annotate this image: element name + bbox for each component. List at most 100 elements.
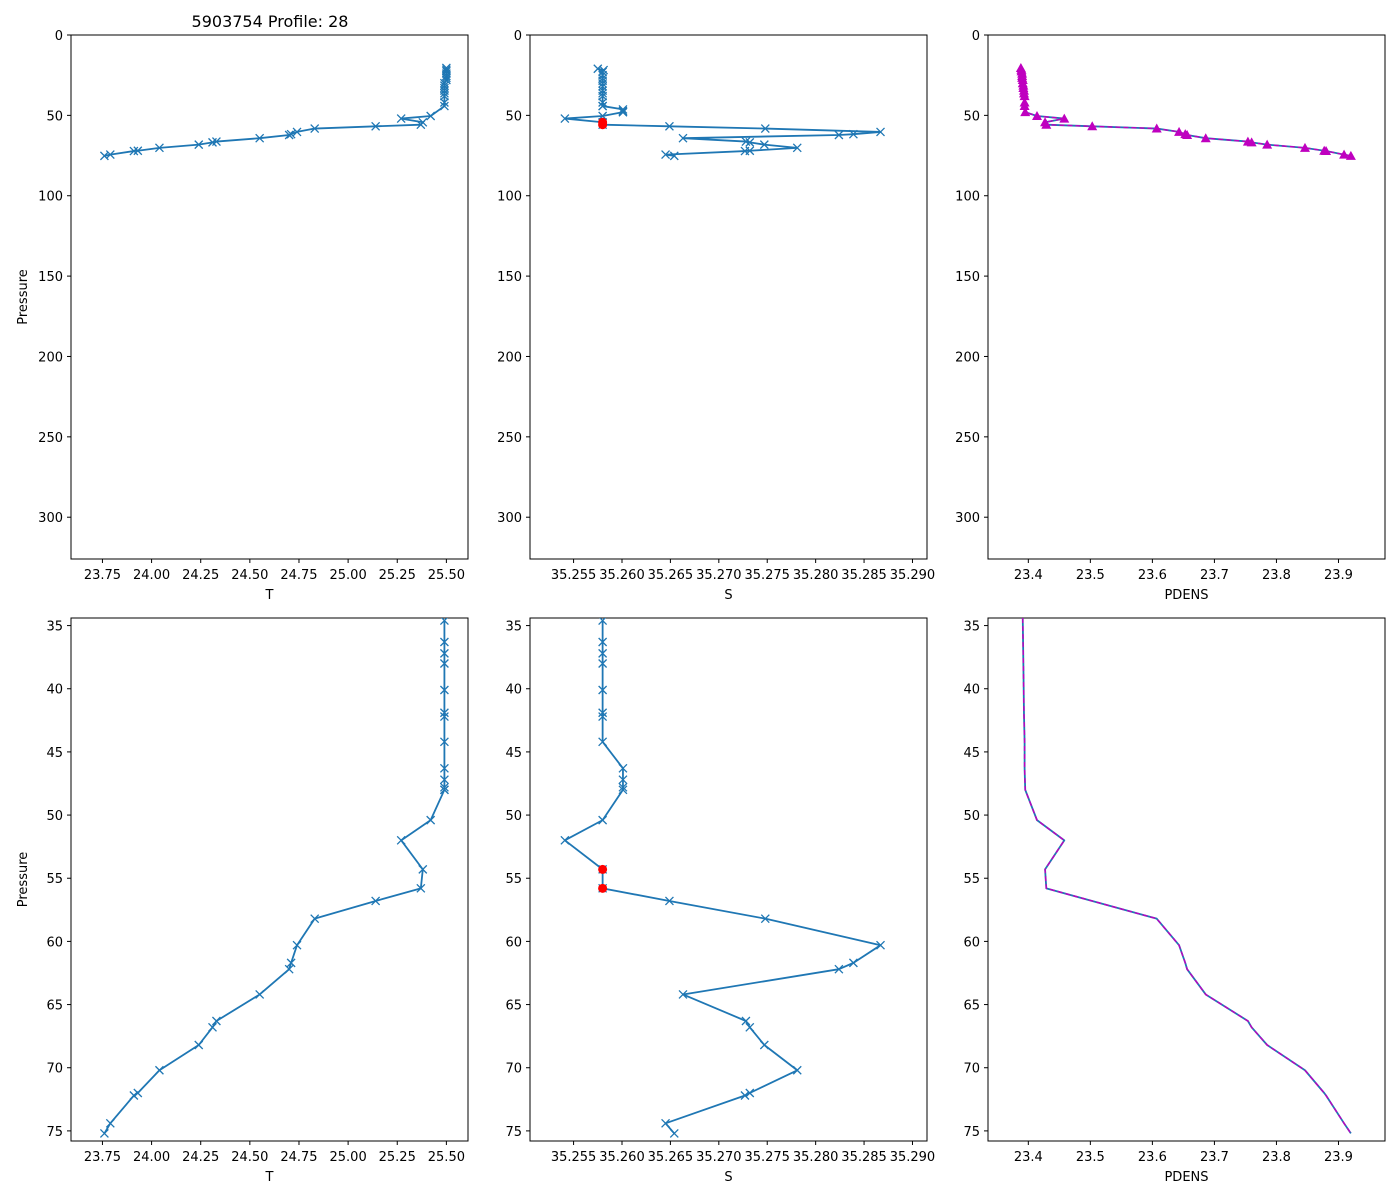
panel-top-salinity: 35.255 35.260 35.265 35.270 35.275 35.280 35.2… (497, 29, 935, 603)
panel-bottom-temperature: 23.75 24.00 24.25 24.50 24.75 25.00 25.25 25.50… (16, 617, 469, 1185)
x-tick-label: 23.7 (1200, 1150, 1229, 1165)
data-point (598, 88, 608, 98)
y-tick-label: 250 (38, 431, 63, 446)
data-point (439, 712, 449, 721)
x-axis-label: T (265, 1170, 274, 1185)
data-point (441, 69, 451, 79)
panel-bottom-salinity: 35.255 35.260 35.265 35.270 35.275 35.280 35.2… (505, 617, 935, 1185)
figure-title: 5903754 Profile: 28 (192, 12, 349, 31)
x-tick-label: 35.275 (744, 568, 790, 583)
data-point (99, 1128, 109, 1138)
y-tick-label: 75 (46, 1125, 63, 1140)
data-point (834, 964, 844, 974)
data-point (129, 1091, 139, 1100)
data-point (286, 958, 296, 968)
data-point (439, 637, 449, 647)
data-point (598, 712, 608, 721)
x-tick-label: 35.255 (551, 1150, 597, 1165)
data-point (416, 883, 426, 893)
plot-area (560, 618, 885, 1138)
axes-frame (987, 617, 1386, 1142)
x-tick-label: 23.8 (1262, 568, 1291, 583)
x-tick-label: 35.270 (696, 1150, 742, 1165)
series-line-S (563, 67, 882, 157)
y-tick-label: 65 (505, 999, 522, 1014)
data-point (598, 101, 608, 111)
data-point (1174, 126, 1185, 136)
x-axis-label: S (724, 588, 732, 603)
y-tick-label: 100 (955, 190, 980, 205)
data-point (439, 775, 449, 785)
data-point (416, 120, 426, 130)
data-point (284, 964, 294, 974)
data-point (598, 91, 608, 101)
data-point (759, 140, 769, 150)
y-tick-label: 300 (38, 511, 63, 526)
data-point (848, 958, 858, 968)
data-point (876, 940, 885, 950)
data-point (1339, 149, 1350, 159)
y-tick-label: 100 (497, 190, 522, 205)
y-tick-label: 150 (38, 270, 63, 285)
data-point (105, 1118, 115, 1128)
x-tick-label: 35.260 (599, 1150, 645, 1165)
x-axis-label: T (265, 588, 274, 603)
x-tick-label: 35.275 (744, 1150, 790, 1165)
x-tick-label: 24.50 (231, 1150, 268, 1165)
series-line-T (103, 620, 446, 1134)
y-tick-label: 50 (46, 809, 63, 824)
data-point (1019, 101, 1030, 111)
x-tick-label: 35.270 (696, 568, 742, 583)
data-point (211, 1016, 221, 1026)
y-tick-label: 75 (963, 1125, 980, 1140)
data-point (759, 1040, 769, 1050)
x-tick-label: 24.00 (133, 1150, 170, 1165)
data-point (441, 73, 451, 83)
data-point (286, 129, 296, 139)
data-point (439, 708, 449, 718)
x-tick-label: 23.4 (1014, 568, 1043, 583)
x-tick-label: 24.25 (182, 1150, 219, 1165)
data-point (598, 67, 608, 77)
data-point (1345, 150, 1356, 160)
data-point (99, 151, 109, 161)
x-tick-label: 35.290 (890, 1150, 936, 1165)
series-line-S (563, 620, 882, 1135)
data-point (371, 121, 381, 131)
data-point (1032, 111, 1043, 121)
data-point (439, 648, 449, 658)
x-tick-label: 25.50 (428, 1150, 465, 1165)
data-point (678, 989, 688, 999)
x-tick-label: 23.5 (1076, 568, 1105, 583)
y-tick-label: 40 (963, 683, 980, 698)
plot-area (560, 64, 885, 161)
y-tick-label: 300 (955, 511, 980, 526)
data-point (439, 88, 449, 98)
y-tick-label: 0 (55, 29, 63, 44)
data-point (255, 133, 265, 143)
x-axis-label: S (724, 1170, 732, 1185)
x-tick-label: 35.290 (890, 568, 936, 583)
data-point (1151, 123, 1162, 133)
y-tick-label: 55 (963, 872, 980, 887)
y-tick-label: 50 (505, 809, 522, 824)
data-point (292, 940, 302, 950)
axes-frame (70, 617, 469, 1142)
data-point (133, 146, 143, 156)
data-point (598, 737, 608, 747)
x-tick-label: 23.9 (1324, 1150, 1353, 1165)
data-point (760, 124, 770, 134)
series-line-PDENS (1020, 67, 1352, 157)
data-point (1020, 107, 1031, 117)
y-tick-label: 200 (955, 350, 980, 365)
x-tick-label: 35.285 (841, 1150, 887, 1165)
x-tick-label: 35.265 (648, 568, 694, 583)
data-point (664, 896, 674, 906)
plot-area (1021, 618, 1352, 1134)
series-line-T (104, 67, 448, 157)
data-point (745, 1022, 755, 1032)
data-point (1246, 137, 1257, 147)
y-tick-label: 200 (38, 350, 63, 365)
data-point (439, 618, 449, 625)
